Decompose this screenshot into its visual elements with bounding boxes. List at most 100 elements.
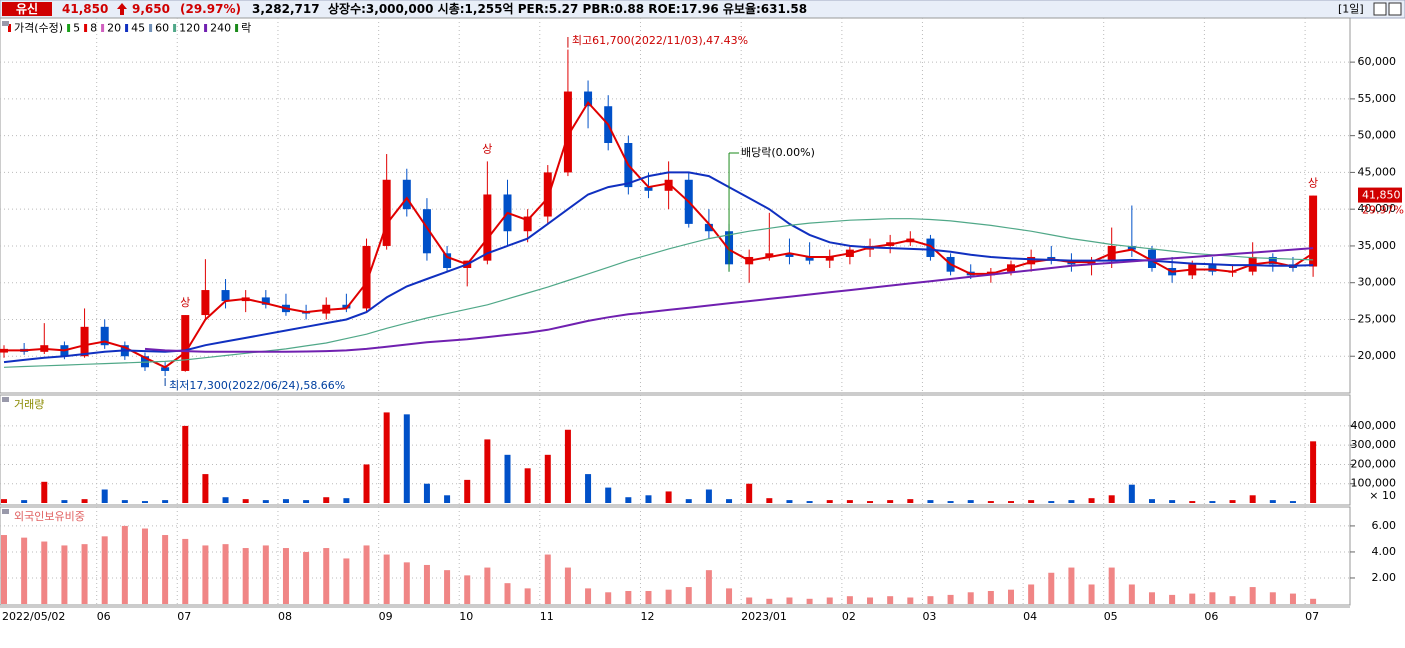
candle-body — [1127, 245, 1136, 250]
bar — [1068, 567, 1075, 604]
bar — [1008, 589, 1014, 604]
bar — [61, 500, 68, 503]
x-tick-label: 02 — [842, 610, 856, 623]
bar — [81, 544, 88, 604]
candle-body — [584, 91, 593, 107]
bar — [262, 500, 269, 503]
bar — [101, 536, 108, 604]
bar — [1108, 495, 1115, 503]
bar — [21, 537, 28, 604]
y-tick-label: 45,000 — [1358, 165, 1397, 178]
bar — [162, 500, 169, 503]
limit-up-mark: 상 — [482, 142, 492, 155]
x-tick-label: 07 — [1305, 610, 1319, 623]
bar — [987, 501, 994, 503]
y-tick-label: 6.00 — [1372, 519, 1397, 532]
bar — [484, 439, 491, 503]
bar — [1, 499, 7, 503]
legend-label: 8 — [90, 22, 97, 35]
bar — [585, 474, 592, 503]
bar — [1108, 567, 1115, 604]
bar — [464, 575, 471, 604]
y-tick-label: 25,000 — [1358, 312, 1397, 325]
panel-icon — [2, 397, 9, 402]
candle-body — [443, 253, 452, 268]
legend-label: 120 — [179, 22, 200, 35]
y-tick-label: 200,000 — [1351, 457, 1397, 470]
candle-body — [644, 187, 653, 191]
x-tick-label: 2023/01 — [741, 610, 787, 623]
bar — [1028, 500, 1035, 503]
bar — [1148, 499, 1155, 503]
last-change-label: 29.97% — [1362, 204, 1404, 217]
bar — [484, 567, 491, 604]
bar — [1209, 501, 1216, 503]
bar — [806, 598, 813, 604]
legend-swatch — [235, 24, 239, 32]
bar — [826, 500, 833, 503]
bar — [665, 589, 672, 604]
x-tick-label: 07 — [177, 610, 191, 623]
close-button[interactable] — [1388, 2, 1402, 16]
unit-label: × 10 — [1369, 489, 1396, 502]
bar — [101, 489, 108, 503]
legend-swatch — [84, 24, 88, 32]
y-tick-label: 50,000 — [1358, 129, 1397, 142]
bar — [1, 535, 7, 604]
bar — [1189, 593, 1196, 604]
x-tick-label: 10 — [459, 610, 473, 623]
panel-icon — [2, 21, 9, 26]
legend-swatch — [204, 24, 208, 32]
bar — [766, 598, 773, 604]
x-tick-label: 03 — [922, 610, 936, 623]
x-tick-label: 11 — [540, 610, 554, 623]
candle-body — [1208, 264, 1217, 272]
bar — [1249, 587, 1256, 604]
high-annotation: 최고61,700(2022/11/03),47.43% — [572, 34, 748, 47]
bar — [524, 468, 531, 503]
legend-label: 60 — [155, 22, 169, 35]
stats: 상장수:3,000,000 시총:1,255억 PER:5.27 PBR:0.8… — [328, 1, 807, 16]
y-tick-label: 20,000 — [1358, 349, 1397, 362]
last-price-label: 41,850 — [1362, 189, 1401, 202]
bar — [544, 554, 551, 604]
bar — [504, 454, 511, 503]
candle-body — [926, 238, 935, 257]
bar — [1169, 500, 1176, 503]
bar — [121, 500, 128, 503]
bar — [806, 501, 813, 503]
bar — [846, 500, 853, 503]
bar — [705, 570, 712, 604]
bar — [947, 594, 954, 604]
bar — [363, 545, 370, 604]
bar — [222, 544, 229, 604]
y-tick-label: 35,000 — [1358, 239, 1397, 252]
bar — [383, 412, 390, 503]
candle-body — [543, 172, 552, 217]
candle-body — [483, 194, 492, 261]
period[interactable]: [1일] — [1338, 2, 1364, 16]
candle-body — [221, 290, 230, 302]
bar — [1028, 584, 1035, 604]
y-tick-label: 300,000 — [1351, 438, 1397, 451]
bar — [1048, 572, 1055, 604]
candle-body — [422, 209, 431, 254]
candle-body — [342, 304, 351, 309]
legend-label: 20 — [107, 22, 121, 35]
bar — [1269, 500, 1276, 503]
bar — [786, 597, 793, 604]
bar — [605, 592, 612, 604]
up-arrow — [117, 3, 127, 15]
bar — [746, 483, 753, 503]
window-button[interactable] — [1373, 2, 1387, 16]
bar — [383, 554, 390, 604]
bar — [423, 483, 430, 503]
bar — [303, 500, 310, 503]
bar — [1068, 500, 1075, 503]
bar — [1088, 498, 1095, 503]
bar — [564, 567, 571, 604]
ma-line — [3, 171, 1314, 364]
limit-up-mark: 상 — [1308, 177, 1318, 190]
y-tick-label: 400,000 — [1351, 419, 1397, 432]
y-tick-label: 4.00 — [1372, 545, 1397, 558]
